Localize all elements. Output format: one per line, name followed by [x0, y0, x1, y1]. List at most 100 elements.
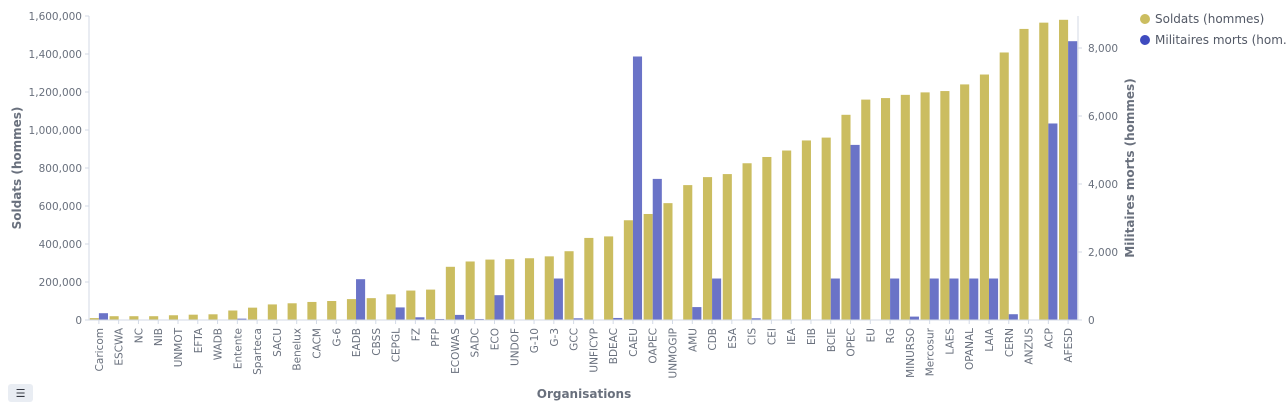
bar-soldats[interactable] — [880, 98, 891, 320]
bar-militaires-morts[interactable] — [553, 278, 563, 320]
list-icon: ☰ — [15, 386, 26, 400]
bar-soldats[interactable] — [149, 316, 159, 320]
bar-soldats[interactable] — [999, 52, 1009, 320]
bar-soldats[interactable] — [584, 237, 594, 320]
x-tick-label: ANZUS — [1024, 328, 1036, 365]
bar-soldats[interactable] — [960, 84, 970, 321]
bar-militaires-morts[interactable] — [435, 318, 445, 320]
bar-soldats[interactable] — [168, 315, 179, 320]
bar-militaires-morts[interactable] — [988, 278, 999, 320]
bar-soldats[interactable] — [742, 163, 752, 320]
bar-soldats[interactable] — [544, 256, 554, 320]
bar-soldats[interactable] — [485, 259, 495, 320]
bar-soldats[interactable] — [267, 304, 277, 320]
y-axis-left-title: Soldats (hommes) — [10, 107, 24, 230]
legend-item-soldats[interactable]: Soldats (hommes) — [1140, 8, 1286, 29]
bar-soldats[interactable] — [426, 289, 436, 320]
bar-soldats[interactable] — [366, 298, 376, 320]
x-tick-label: GCC — [569, 328, 581, 351]
bar-soldats[interactable] — [702, 177, 713, 320]
y-tick-left-label: 200,000 — [39, 277, 82, 289]
bar-soldats[interactable] — [406, 290, 416, 320]
bar-soldats[interactable] — [1059, 19, 1069, 321]
bar-soldats[interactable] — [782, 150, 792, 320]
bar-militaires-morts[interactable] — [613, 317, 623, 320]
axes: 0 200,000 400,000 600,000 800,000 1,000,000 1,… — [29, 11, 1119, 378]
bar-soldats[interactable] — [386, 294, 396, 320]
bar-militaires-morts[interactable] — [573, 318, 583, 320]
bar-soldats[interactable] — [762, 156, 772, 320]
bar-soldats[interactable] — [940, 91, 950, 320]
bar-soldats[interactable] — [663, 203, 673, 320]
bar-soldats[interactable] — [445, 266, 455, 320]
bar-militaires-morts[interactable] — [969, 278, 979, 320]
x-tick-label: LAES — [944, 328, 956, 355]
bar-militaires-morts[interactable] — [1068, 41, 1078, 321]
legend-item-militaires-morts[interactable]: Militaires morts (hom... — [1140, 29, 1286, 50]
bar-soldats[interactable] — [188, 314, 198, 320]
bar-militaires-morts[interactable] — [652, 178, 662, 320]
bar-soldats[interactable] — [1039, 22, 1049, 321]
bar-militaires-morts[interactable] — [1048, 123, 1058, 320]
bar-militaires-morts[interactable] — [237, 318, 247, 320]
bar-soldats[interactable] — [643, 213, 653, 320]
bar-soldats[interactable] — [979, 74, 989, 321]
bar-soldats[interactable] — [900, 94, 910, 320]
bar-soldats[interactable] — [465, 261, 475, 320]
bar-militaires-morts[interactable] — [949, 278, 959, 320]
bar-soldats[interactable] — [208, 314, 218, 320]
bar-militaires-morts[interactable] — [830, 278, 840, 320]
bar-militaires-morts[interactable] — [850, 144, 860, 320]
y-tick-left-label: 600,000 — [39, 201, 82, 213]
bar-militaires-morts[interactable] — [751, 318, 761, 320]
x-tick-label: ESCWA — [114, 327, 126, 365]
bar-soldats[interactable] — [722, 174, 732, 320]
x-tick-label: WADB — [213, 328, 225, 360]
bar-soldats[interactable] — [861, 99, 871, 320]
bar-soldats[interactable] — [1019, 28, 1029, 320]
x-tick-label: LAIA — [984, 327, 996, 351]
bar-soldats[interactable] — [564, 251, 574, 320]
x-tick-label: G-10 — [529, 328, 541, 353]
bar-soldats[interactable] — [89, 318, 99, 320]
bar-militaires-morts[interactable] — [395, 307, 405, 320]
bar-militaires-morts[interactable] — [909, 316, 919, 320]
bar-militaires-morts[interactable] — [494, 295, 504, 320]
bar-militaires-morts[interactable] — [929, 278, 939, 320]
bar-militaires-morts[interactable] — [454, 314, 465, 320]
legend-label-militaires-morts: Militaires morts (hom... — [1155, 32, 1286, 47]
y-tick-left-label: 1,400,000 — [29, 49, 82, 61]
bar-soldats[interactable] — [327, 301, 337, 320]
bar-soldats[interactable] — [346, 299, 357, 320]
x-tick-label: G-3 — [549, 328, 561, 347]
bar-soldats[interactable] — [307, 301, 317, 320]
bar-soldats[interactable] — [228, 310, 238, 321]
legend-toggle-button[interactable]: ☰ — [8, 384, 33, 402]
bar-soldats[interactable] — [623, 220, 633, 320]
x-tick-label: OAPEC — [648, 328, 660, 364]
bar-soldats[interactable] — [683, 185, 693, 320]
bar-militaires-morts[interactable] — [712, 278, 722, 320]
bar-militaires-morts[interactable] — [474, 318, 484, 320]
bar-militaires-morts[interactable] — [890, 278, 900, 320]
bar-soldats[interactable] — [821, 137, 831, 320]
bar-militaires-morts[interactable] — [98, 313, 108, 320]
bar-soldats[interactable] — [287, 303, 297, 320]
bar-militaires-morts[interactable] — [1008, 314, 1018, 320]
bar-militaires-morts[interactable] — [632, 56, 643, 320]
x-tick-label: CEPGL — [391, 328, 403, 362]
bar-soldats[interactable] — [505, 259, 515, 320]
bar-soldats[interactable] — [248, 307, 258, 320]
bar-militaires-morts[interactable] — [415, 317, 425, 320]
bar-soldats[interactable] — [109, 316, 119, 320]
bar-soldats[interactable] — [524, 258, 535, 320]
bar-militaires-morts[interactable] — [692, 307, 702, 320]
bar-militaires-morts[interactable] — [356, 279, 366, 320]
bar-soldats[interactable] — [604, 236, 614, 320]
bar-soldats[interactable] — [129, 316, 139, 320]
bar-soldats[interactable] — [841, 114, 851, 320]
bar-soldats[interactable] — [801, 140, 811, 320]
bar-soldats[interactable] — [920, 92, 930, 320]
x-tick-label: G-6 — [331, 328, 343, 347]
